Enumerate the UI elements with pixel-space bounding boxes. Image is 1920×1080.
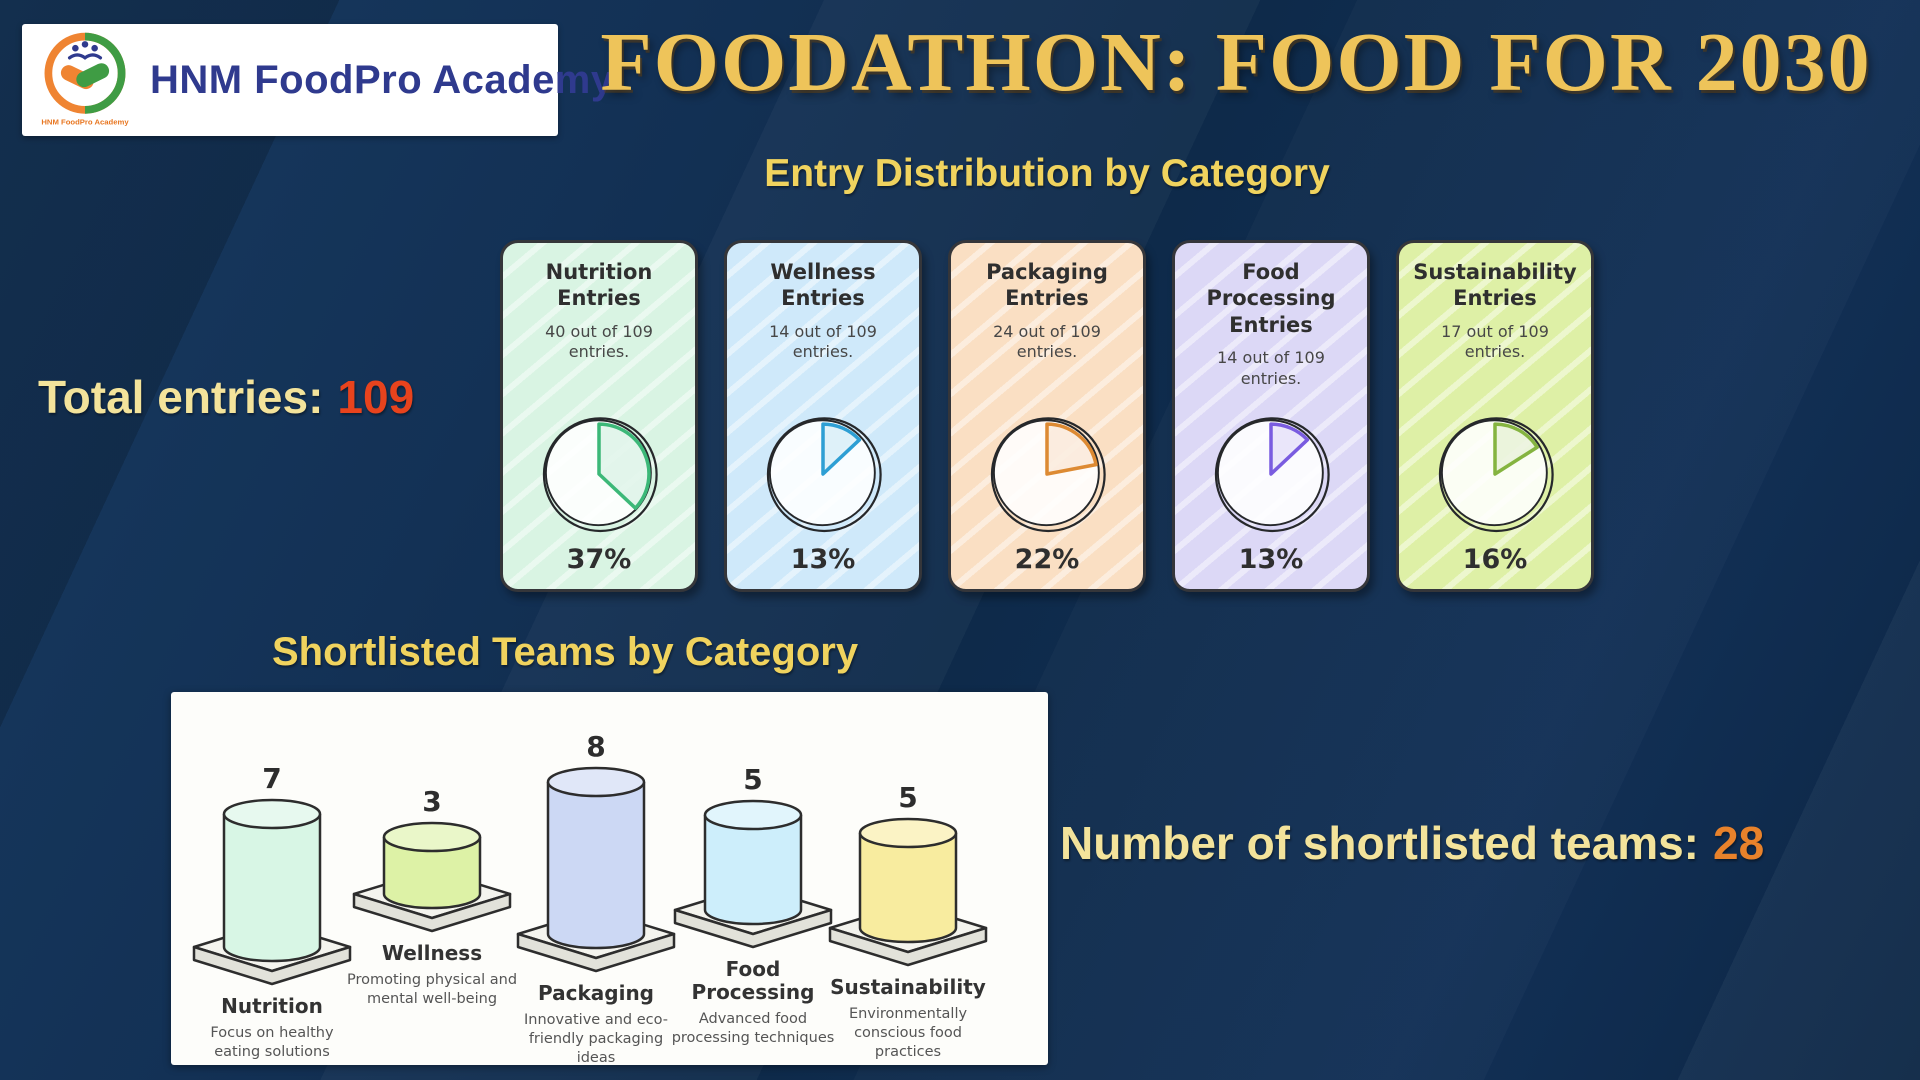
pie-chart-sustainability [1438,417,1554,533]
card-title: Food Processing Entries [1206,260,1336,337]
card-subtitle: 24 out of 109 entries. [993,321,1101,362]
entry-card-food-processing: Food Processing Entries 14 out of 109 en… [1172,240,1370,592]
entry-card-packaging: Packaging Entries 24 out of 109 entries.… [948,240,1146,592]
page-title: FOODATHON: FOOD FOR 2030 [600,16,1872,109]
bar-category-description: Environmentally conscious food practices [848,1006,968,1060]
pie-chart-wellness [766,417,882,533]
logo-caption: HNM FoodPro Academy [41,117,129,126]
bar-group-food-processing: 5 Food Processing Advanced food processi… [658,702,848,1048]
bar-category-description: Innovative and eco-friendly packaging id… [524,1012,668,1066]
shortlisted-teams-label: Number of shortlisted teams: [1060,817,1699,869]
svg-text:5: 5 [898,781,917,814]
shortlisted-teams-stat: Number of shortlisted teams: 28 [1060,816,1764,870]
bar-category-description: Promoting physical and mental well-being [346,972,518,1007]
percent-label: 16% [1462,544,1528,575]
svg-text:5: 5 [743,763,762,796]
bar-category-label: Sustainability [830,975,986,999]
card-title: Nutrition Entries [545,260,653,311]
percent-label: 22% [1014,544,1080,575]
org-logo-emblem: HNM FoodPro Academy [41,32,129,126]
logo-box: HNM FoodPro Academy HNM FoodPro Academy [22,24,613,136]
bar-category-label: Food Processing [691,957,815,1004]
org-name: HNM FoodPro Academy [150,57,614,102]
bar-group-sustainability: 5 Sustainability Environmentally conscio… [813,702,1003,1062]
entries-section-heading: Entry Distribution by Category [764,152,1330,195]
entry-card-sustainability: Sustainability Entries 17 out of 109 ent… [1396,240,1594,592]
card-subtitle: 14 out of 109 entries. [1217,347,1325,388]
total-entries-stat: Total entries: 109 [38,370,414,424]
svg-text:7: 7 [262,762,281,795]
bar-category-description: Focus on healthy eating solutions [210,1025,334,1060]
cylinder-bar-packaging: 8 [516,730,676,973]
bar-group-wellness: 3 Wellness Promoting physical and mental… [337,702,527,1009]
percent-label: 37% [566,544,632,575]
bar-group-nutrition: 7 Nutrition Focus on healthy eating solu… [177,702,367,1062]
pie-chart-nutrition [542,417,658,533]
logo-hand-green [76,63,110,88]
bar-category-label: Packaging [538,981,654,1005]
card-subtitle: 14 out of 109 entries. [769,321,877,362]
shortlisted-teams-value: 28 [1713,817,1765,869]
svg-text:3: 3 [422,785,441,818]
total-entries-label: Total entries: [38,371,324,423]
card-title: Packaging Entries [986,260,1108,311]
entry-cards-row: Nutrition Entries 40 out of 109 entries.… [500,240,1594,592]
percent-label: 13% [1238,544,1304,575]
shortlisted-section-heading: Shortlisted Teams by Category [272,630,859,674]
cylinder-bar-sustainability: 5 [828,781,988,967]
logo-green-arc [84,32,126,114]
shortlisted-bar-chart-panel: 7 Nutrition Focus on healthy eating solu… [171,692,1048,1068]
logo-people-icon [67,53,103,60]
bar-category-description: Advanced food processing techniques [671,1011,835,1046]
total-entries-value: 109 [337,371,415,423]
entry-card-nutrition: Nutrition Entries 40 out of 109 entries.… [500,240,698,592]
pie-chart-packaging [990,417,1106,533]
svg-text:8: 8 [586,730,605,763]
card-title: Sustainability Entries [1413,260,1577,311]
cylinder-bar-food-processing: 5 [673,763,833,949]
bar-category-label: Wellness [381,941,483,965]
cylinder-bar-nutrition: 7 [192,762,352,986]
pie-chart-food-processing [1214,417,1330,533]
percent-label: 13% [790,544,856,575]
card-subtitle: 40 out of 109 entries. [545,321,653,362]
bar-category-label: Nutrition [221,994,323,1018]
bar-group-packaging: 8 Packaging Innovative and eco-friendly … [501,702,691,1068]
entry-card-wellness: Wellness Entries 14 out of 109 entries. … [724,240,922,592]
cylinder-bar-wellness: 3 [352,785,512,933]
card-subtitle: 17 out of 109 entries. [1441,321,1549,362]
card-title: Wellness Entries [770,260,876,311]
